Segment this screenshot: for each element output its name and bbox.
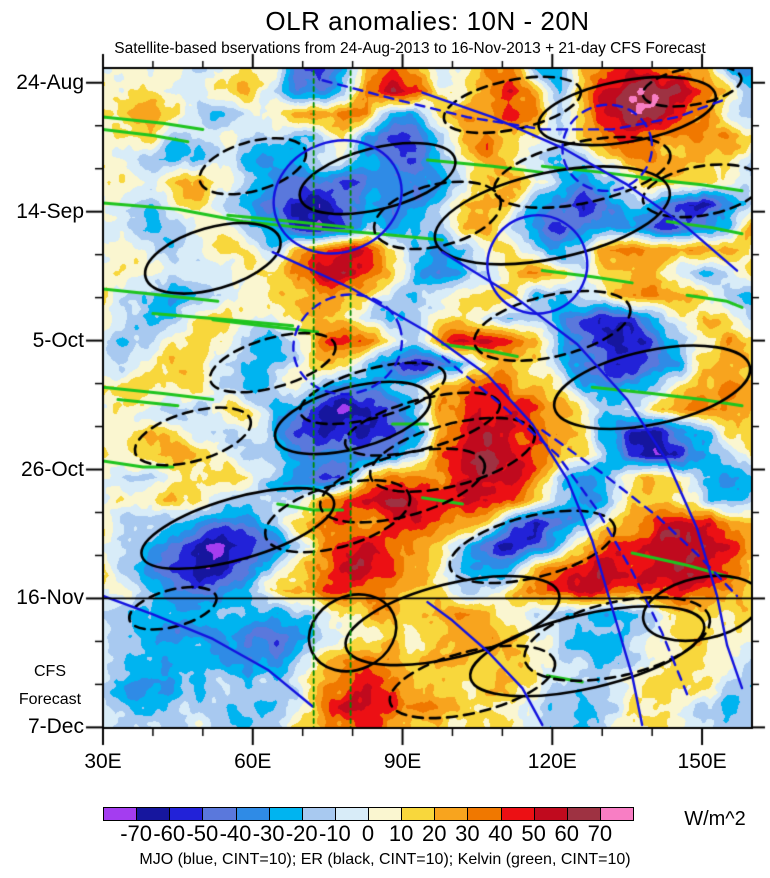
colorbar-segment <box>103 807 138 821</box>
y-tick-label: 16-Nov <box>16 586 84 610</box>
colorbar-segment <box>301 807 336 821</box>
x-tick-label: 150E <box>677 750 727 773</box>
colorbar-tick-label: -60 <box>153 821 186 846</box>
colorbar-segment <box>136 807 171 821</box>
colorbar-tick-label: 60 <box>554 821 579 846</box>
colorbar-tick-label: 70 <box>587 821 613 846</box>
colorbar-segment <box>334 807 369 821</box>
contour-legend-note: MJO (blue, CINT=10); ER (black, CINT=10)… <box>139 851 631 868</box>
x-tick-label: 60E <box>234 750 272 773</box>
y-tick-label: 24-Aug <box>16 70 84 94</box>
colorbar-tick-label: -10 <box>318 821 351 846</box>
colorbar-segment <box>533 807 568 821</box>
colorbar-segment <box>401 807 436 821</box>
x-tick-label: 30E <box>84 750 122 773</box>
y-tick-label: 7-Dec <box>27 715 84 739</box>
colorbar-segment <box>235 807 270 821</box>
x-tick-label: 90E <box>383 750 422 773</box>
cfs-forecast-label-line1: CFS <box>34 663 66 680</box>
colorbar-tick-label: 50 <box>521 821 546 846</box>
colorbar-tick-label: 20 <box>422 821 447 846</box>
x-tick-label: 120E <box>527 750 577 773</box>
colorbar-tick-label: -70 <box>120 821 153 846</box>
colorbar-segment <box>169 807 204 821</box>
cfs-forecast-label-line2: Forecast <box>18 691 82 708</box>
y-tick-label: 14-Sep <box>16 199 84 223</box>
colorbar-tick-label: 40 <box>488 821 513 846</box>
colorbar-units-label: W/m^2 <box>684 808 746 830</box>
colorbar-segment <box>467 807 502 821</box>
colorbar-segment <box>202 807 237 821</box>
colorbar-segment <box>566 807 601 821</box>
colorbar-segment <box>599 807 634 821</box>
y-tick-label: 5-Oct <box>32 328 84 352</box>
colorbar-tick-label: 30 <box>455 821 480 846</box>
y-tick-label: 26-Oct <box>20 457 84 481</box>
colorbar-segment <box>434 807 469 821</box>
colorbar-segment <box>268 807 303 821</box>
colorbar-tick-label: 10 <box>388 821 414 846</box>
colorbar-tick-label: -20 <box>285 821 318 846</box>
colorbar-tick-label: -30 <box>252 821 285 846</box>
colorbar-tick-label: 0 <box>361 821 375 846</box>
colorbar-segment <box>368 807 403 821</box>
colorbar-tick-label: -50 <box>186 821 219 846</box>
colorbar-segment <box>500 807 535 821</box>
colorbar-tick-label: -40 <box>219 821 252 846</box>
